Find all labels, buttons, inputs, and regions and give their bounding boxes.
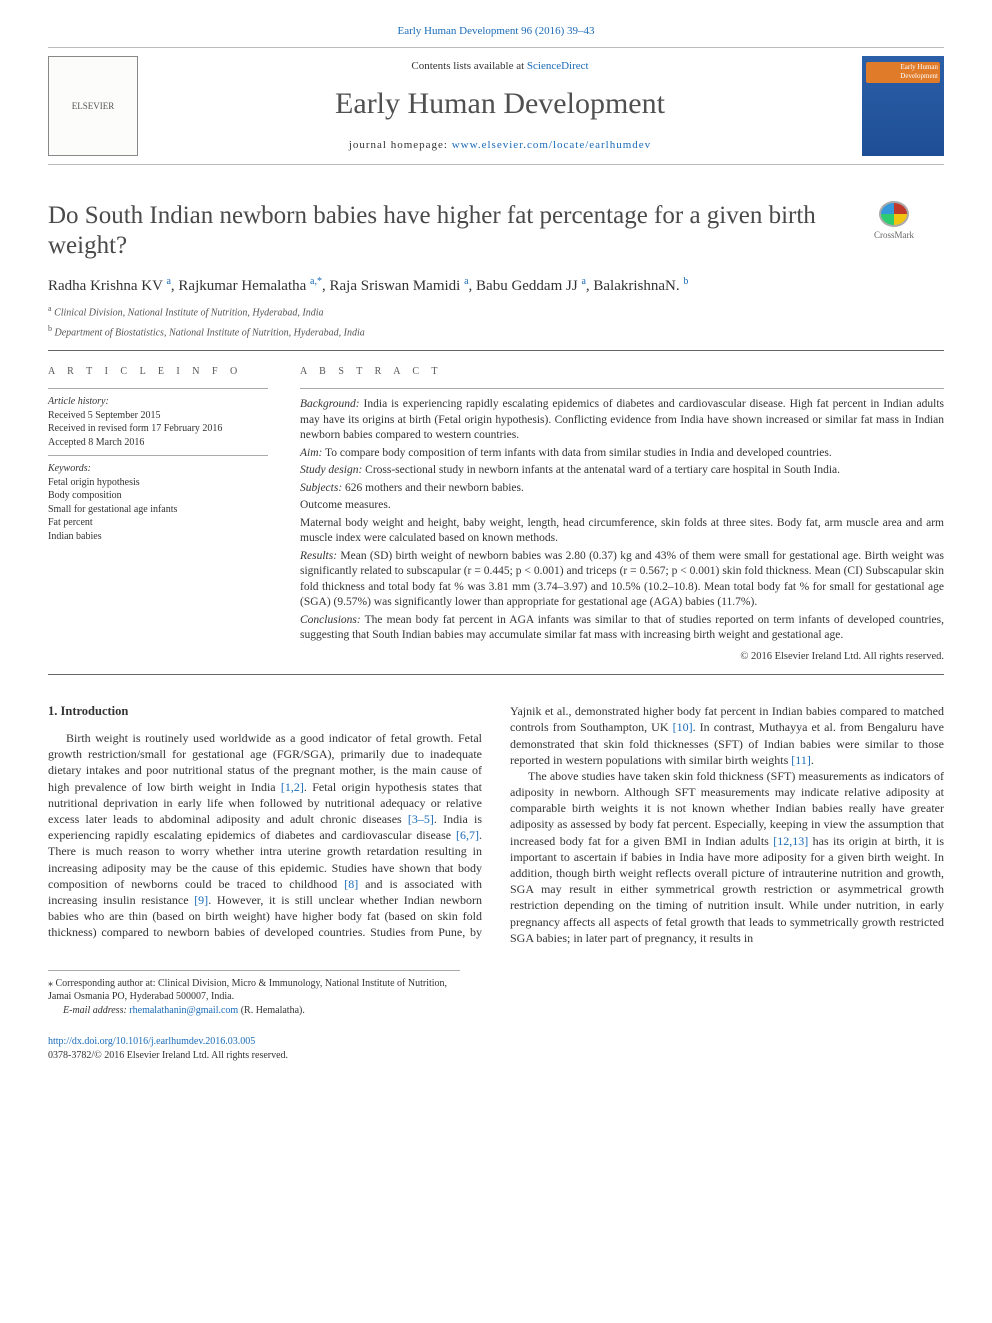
author-2: , Rajkumar Hemalatha [171,278,310,294]
journal-cover-thumb[interactable]: Early Human Development [862,56,944,156]
info-abstract-row: A R T I C L E I N F O Article history: R… [48,365,944,664]
abs-results-label: Results: [300,550,337,562]
abstract-design: Study design: Cross-sectional study in n… [300,463,944,479]
keyword-item: Indian babies [48,530,268,544]
abstract-column: A B S T R A C T Background: India is exp… [300,365,944,664]
history-accepted: Accepted 8 March 2016 [48,436,268,450]
footnote-email-paren: (R. Hemalatha). [238,1005,305,1016]
footnote-email-label: E-mail address: [63,1005,127,1016]
keywords-label: Keywords: [48,462,268,476]
title-row: Do South Indian newborn babies have high… [48,201,944,261]
affiliation-b: b Department of Biostatistics, National … [48,324,944,340]
divider-below-abstract [48,674,944,675]
abs-conclusions-label: Conclusions: [300,614,361,626]
author-5: , BalakrishnaN. [586,278,683,294]
journal-header-band: ELSEVIER Contents lists available at Sci… [48,47,944,165]
keywords-list: Fetal origin hypothesis Body composition… [48,476,268,544]
citation-ref[interactable]: [1,2] [281,780,304,794]
abs-background-text: India is experiencing rapidly escalating… [300,398,944,441]
homepage-prefix: journal homepage: [349,139,452,151]
abs-background-label: Background: [300,398,360,410]
authors-line: Radha Krishna KV a, Rajkumar Hemalatha a… [48,275,944,296]
divider-above-abstract [48,350,944,351]
journal-homepage-line: journal homepage: www.elsevier.com/locat… [154,138,846,153]
cover-tag: Early Human Development [866,62,940,83]
footnote-corresponding-text: Corresponding author at: Clinical Divisi… [48,978,447,1003]
publisher-logo[interactable]: ELSEVIER [48,56,138,156]
abs-design-label: Study design: [300,464,362,476]
citation-ref[interactable]: [10] [673,720,693,734]
abs-aim-label: Aim: [300,447,322,459]
history-revised: Received in revised form 17 February 201… [48,422,268,436]
citation-ref[interactable]: [11] [791,753,811,767]
author-5-affil[interactable]: b [683,276,688,287]
abstract-heading: A B S T R A C T [300,365,944,379]
contents-prefix: Contents lists available at [411,60,526,72]
keyword-item: Small for gestational age infants [48,503,268,517]
sciencedirect-link[interactable]: ScienceDirect [527,60,589,72]
journal-name: Early Human Development [154,84,846,125]
abstract-results: Results: Mean (SD) birth weight of newbo… [300,549,944,611]
history-received: Received 5 September 2015 [48,409,268,423]
abstract-conclusions: Conclusions: The mean body fat percent i… [300,613,944,644]
publisher-logo-label: ELSEVIER [72,100,115,112]
body-paragraph: The above studies have taken skin fold t… [510,768,944,946]
affiliation-a: a Clinical Division, National Institute … [48,304,944,320]
history-label: Article history: [48,395,268,409]
contents-available-line: Contents lists available at ScienceDirec… [154,59,846,74]
article-title: Do South Indian newborn babies have high… [48,201,828,261]
abs-conclusions-text: The mean body fat percent in AGA infants… [300,614,944,642]
keyword-item: Fetal origin hypothesis [48,476,268,490]
abstract-copyright: © 2016 Elsevier Ireland Ltd. All rights … [300,650,944,664]
citation-link[interactable]: Early Human Development 96 (2016) 39–43 [397,25,594,37]
abs-subjects-text: 626 mothers and their newborn babies. [342,482,524,494]
body-text: . [811,753,814,767]
crossmark-label: CrossMark [874,229,914,241]
citation-ref[interactable]: [6,7] [456,828,479,842]
abstract-aim: Aim: To compare body composition of term… [300,446,944,462]
citation-ref[interactable]: [12,13] [773,834,808,848]
abs-aim-text: To compare body composition of term infa… [322,447,831,459]
keyword-item: Body composition [48,489,268,503]
keyword-item: Fat percent [48,516,268,530]
abs-results-text: Mean (SD) birth weight of newborn babies… [300,550,944,609]
abstract-subjects: Subjects: 626 mothers and their newborn … [300,481,944,497]
author-3: , Raja Sriswan Mamidi [322,278,464,294]
section-heading-introduction: 1. Introduction [48,703,482,720]
author-2-affil[interactable]: a, [310,276,317,287]
footnote-star-icon: ⁎ [48,978,56,989]
crossmark-badge[interactable]: CrossMark [844,201,944,241]
issn-copyright-line: 0378-3782/© 2016 Elsevier Ireland Ltd. A… [48,1049,944,1063]
corresponding-author-footnote: ⁎ Corresponding author at: Clinical Divi… [48,970,460,1018]
page-header-citation: Early Human Development 96 (2016) 39–43 [48,24,944,39]
citation-ref[interactable]: [3–5] [408,812,434,826]
abstract-outcome-body: Maternal body weight and height, baby we… [300,516,944,547]
affiliation-a-text: Clinical Division, National Institute of… [54,307,323,318]
abs-subjects-label: Subjects: [300,482,342,494]
abstract-background: Background: India is experiencing rapidl… [300,397,944,444]
corresponding-email-link[interactable]: rhemalathanin@gmail.com [129,1005,238,1016]
crossmark-icon [879,201,909,227]
abs-design-text: Cross-sectional study in newborn infants… [362,464,840,476]
article-info-column: A R T I C L E I N F O Article history: R… [48,365,268,664]
journal-homepage-link[interactable]: www.elsevier.com/locate/earlhumdev [452,139,651,151]
citation-ref[interactable]: [8] [344,877,358,891]
author-1: Radha Krishna KV [48,278,166,294]
abstract-outcome-line: Outcome measures. [300,498,944,514]
doi-link[interactable]: http://dx.doi.org/10.1016/j.earlhumdev.2… [48,1036,255,1047]
article-info-heading: A R T I C L E I N F O [48,365,268,379]
author-4: , Babu Geddam JJ [469,278,582,294]
header-center: Contents lists available at ScienceDirec… [154,59,846,153]
citation-ref[interactable]: [9] [194,893,208,907]
affiliation-b-text: Department of Biostatistics, National In… [55,327,365,338]
article-body: 1. Introduction Birth weight is routinel… [48,703,944,946]
body-text: has its origin at birth, it is important… [510,834,944,945]
doi-block: http://dx.doi.org/10.1016/j.earlhumdev.2… [48,1035,944,1062]
